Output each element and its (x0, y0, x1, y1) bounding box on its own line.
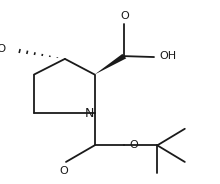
Text: N: N (84, 107, 94, 120)
Text: O: O (60, 166, 69, 176)
Text: O: O (120, 11, 129, 21)
Text: HO: HO (0, 44, 7, 54)
Polygon shape (95, 54, 126, 75)
Text: OH: OH (160, 51, 177, 61)
Text: O: O (129, 140, 138, 150)
